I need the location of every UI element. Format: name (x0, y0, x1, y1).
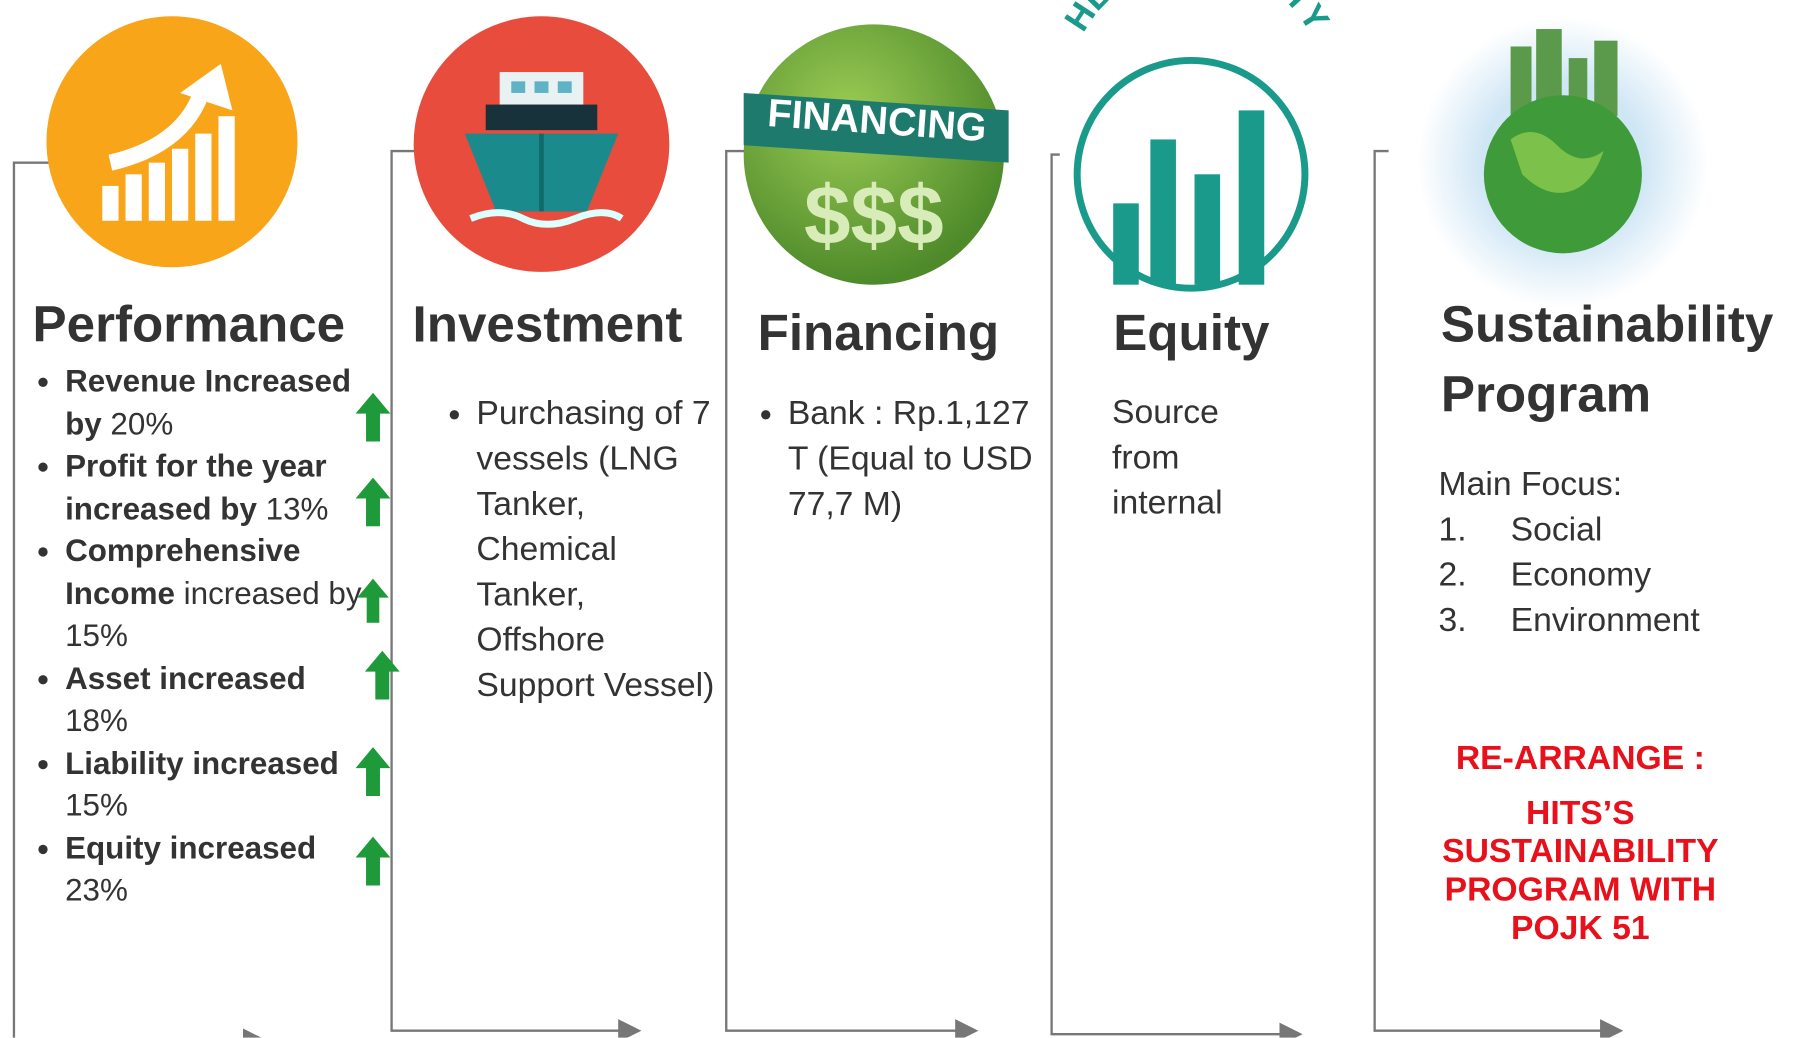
item-bold: Asset increased (65, 660, 306, 696)
financing-list: Bank : Rp.1,127 T (Equal to USD 77,7 M) (736, 392, 1038, 528)
column-title: Equity (1113, 304, 1270, 362)
up-arrow (355, 746, 391, 796)
equity-icon: HEALTH EQUITY (1057, 0, 1337, 292)
item-bold: Equity increased (65, 830, 317, 866)
investment-list: Purchasing of 7 vessels (LNG Tanker, Che… (424, 392, 714, 709)
list-number: 2. (1438, 556, 1467, 594)
icon-arc-text: HEALTH EQUITY (1057, 0, 1337, 38)
up-arrow (355, 392, 391, 442)
item-text: increased by 15% (65, 575, 362, 654)
list-item: Profit for the year increased by 13% (65, 445, 391, 530)
item-text: 20% (110, 406, 174, 441)
list-text: Economy (1510, 556, 1652, 594)
column-title: Sustainability Program (1440, 296, 1774, 423)
list-number: 1. (1438, 511, 1467, 549)
list-text: Environment (1510, 601, 1700, 640)
up-arrow (355, 836, 391, 885)
globe-icon (1417, 17, 1709, 308)
icon-arc-path: HEALTH EQUITY (1057, 0, 1337, 38)
up-arrow (355, 477, 391, 527)
financing-icon: FINANCING $$$ (743, 24, 1009, 285)
list-item: 1. Social (1439, 508, 1700, 553)
ship-icon (413, 16, 670, 272)
column-title: Performance (32, 296, 346, 354)
item-text: 13% (265, 490, 329, 526)
up-arrow (364, 650, 400, 699)
column-title: Financing (757, 304, 1000, 362)
list-number: 3. (1438, 601, 1467, 640)
icon-dollars: $$$ (804, 168, 944, 262)
up-arrow (357, 578, 389, 623)
item-text: 23% (65, 872, 128, 908)
list-item: Equity increased 23% (65, 827, 391, 912)
item-text: 15% (65, 787, 128, 823)
list-item: Liability increased 15% (65, 742, 391, 827)
item-bold: Revenue Increased by (65, 363, 352, 441)
list-item: 2. Economy (1439, 553, 1700, 598)
focus-list: 1. Social 2. Economy 3. Environment (1439, 508, 1700, 644)
item-bold: Profit for the year increased by (65, 448, 327, 526)
list-item: Bank : Rp.1,127 T (Equal to USD 77,7 M) (788, 392, 1038, 528)
list-item: 3. Environment (1439, 598, 1700, 643)
column-title: Investment (412, 296, 683, 354)
list-item: Asset increased 18% (65, 650, 400, 742)
item-text: 18% (65, 703, 128, 738)
performance-icon (46, 16, 298, 268)
note: RE-ARRANGE : (1455, 740, 1705, 778)
note: HITS’S SUSTAINABILITY PROGRAM WITH POJK … (1442, 794, 1719, 948)
list-item: Revenue Increased by 20% (65, 360, 391, 445)
list-text: Social (1510, 511, 1603, 549)
item-bold: Comprehensive Income (65, 533, 301, 611)
list-item: Purchasing of 7 vessels (LNG Tanker, Che… (476, 392, 714, 709)
focus-intro: Main Focus: (1438, 465, 1623, 504)
performance-list: Revenue Increased by 20% Profit for the … (35, 360, 400, 912)
item-bold: Liability increased (65, 745, 339, 781)
brackets (12, 149, 1624, 1038)
equity-text: Source from internal (1112, 393, 1223, 522)
list-item: Comprehensive Income increased by 15% (65, 530, 389, 657)
